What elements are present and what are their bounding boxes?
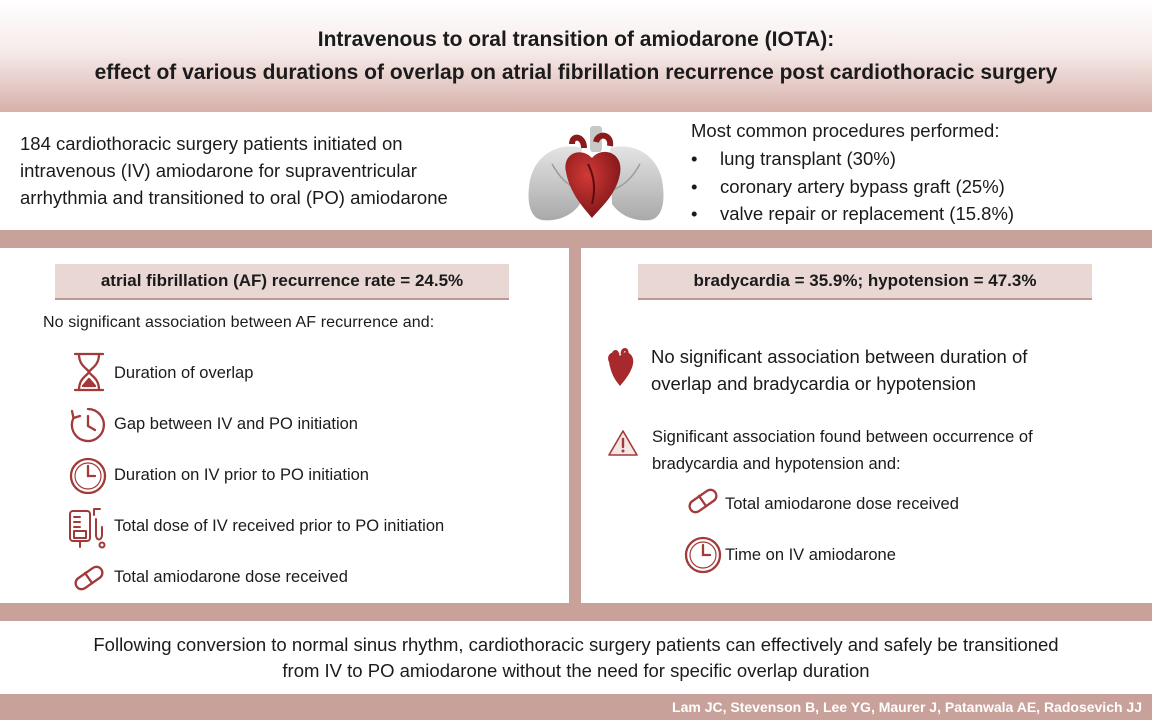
af-item-label: Duration of overlap xyxy=(114,364,254,382)
clock-arrow-icon xyxy=(70,407,105,443)
clock-icon xyxy=(69,457,107,495)
no-assoc-text: No significant association between durat… xyxy=(651,343,1027,397)
hourglass-icon xyxy=(73,352,105,392)
conclusion-line-1: Following conversion to normal sinus rhy… xyxy=(93,634,1059,655)
sig-assoc-text: Significant association found between oc… xyxy=(652,424,1033,478)
sig-assoc-line: Significant association found between oc… xyxy=(652,428,1033,446)
lungs-heart-icon xyxy=(528,126,664,221)
column-divider xyxy=(569,248,581,603)
procedures-title: Most common procedures performed: xyxy=(691,120,1000,141)
list-item: valve repair or replacement (15.8%) xyxy=(691,200,1141,228)
footer-band xyxy=(0,694,1152,720)
warning-icon xyxy=(608,430,638,456)
af-item-label: Total dose of IV received prior to PO in… xyxy=(114,517,445,535)
brady-item-label: Total amiodarone dose received xyxy=(725,495,959,513)
pill-icon xyxy=(688,488,718,514)
intro-line: intravenous (IV) amiodarone for supraven… xyxy=(20,160,417,181)
brady-hypo-heading: bradycardia = 35.9%; hypotension = 47.3% xyxy=(638,264,1092,300)
title-banner: Intravenous to oral transition of amioda… xyxy=(0,0,1152,112)
af-subheading: No significant association between AF re… xyxy=(43,314,435,331)
brady-item-label: Time on IV amiodarone xyxy=(725,546,896,564)
no-assoc-line: overlap and bradycardia or hypotension xyxy=(651,373,976,394)
intro-line: 184 cardiothoracic surgery patients init… xyxy=(20,133,403,154)
af-item-label: Duration on IV prior to PO initiation xyxy=(114,466,369,484)
authors: Lam JC, Stevenson B, Lee YG, Maurer J, P… xyxy=(672,699,1142,715)
intro-text: 184 cardiothoracic surgery patients init… xyxy=(20,130,520,211)
intro-line: arrhythmia and transitioned to oral (PO)… xyxy=(20,187,448,208)
title-line-2: effect of various durations of overlap o… xyxy=(94,61,1058,84)
clock-icon xyxy=(684,536,722,574)
procedures-list: lung transplant (30%) coronary artery by… xyxy=(691,145,1141,228)
divider-band xyxy=(0,230,1152,248)
title-line-1: Intravenous to oral transition of amioda… xyxy=(317,28,835,51)
heart-icon xyxy=(608,348,634,386)
procedures-panel: Most common procedures performed: lung t… xyxy=(691,120,1141,228)
sig-assoc-line: bradycardia and hypotension and: xyxy=(652,455,901,473)
pill-icon xyxy=(74,565,104,591)
divider-band xyxy=(0,603,1152,621)
af-item-label: Gap between IV and PO initiation xyxy=(114,415,358,433)
af-recurrence-heading: atrial fibrillation (AF) recurrence rate… xyxy=(55,264,509,300)
conclusion-line-2: from IV to PO amiodarone without the nee… xyxy=(282,660,870,681)
af-item-label: Total amiodarone dose received xyxy=(114,568,348,586)
list-item: lung transplant (30%) xyxy=(691,145,1141,173)
list-item: coronary artery bypass graft (25%) xyxy=(691,173,1141,201)
iv-bag-icon xyxy=(69,508,106,549)
no-assoc-line: No significant association between durat… xyxy=(651,346,1028,367)
